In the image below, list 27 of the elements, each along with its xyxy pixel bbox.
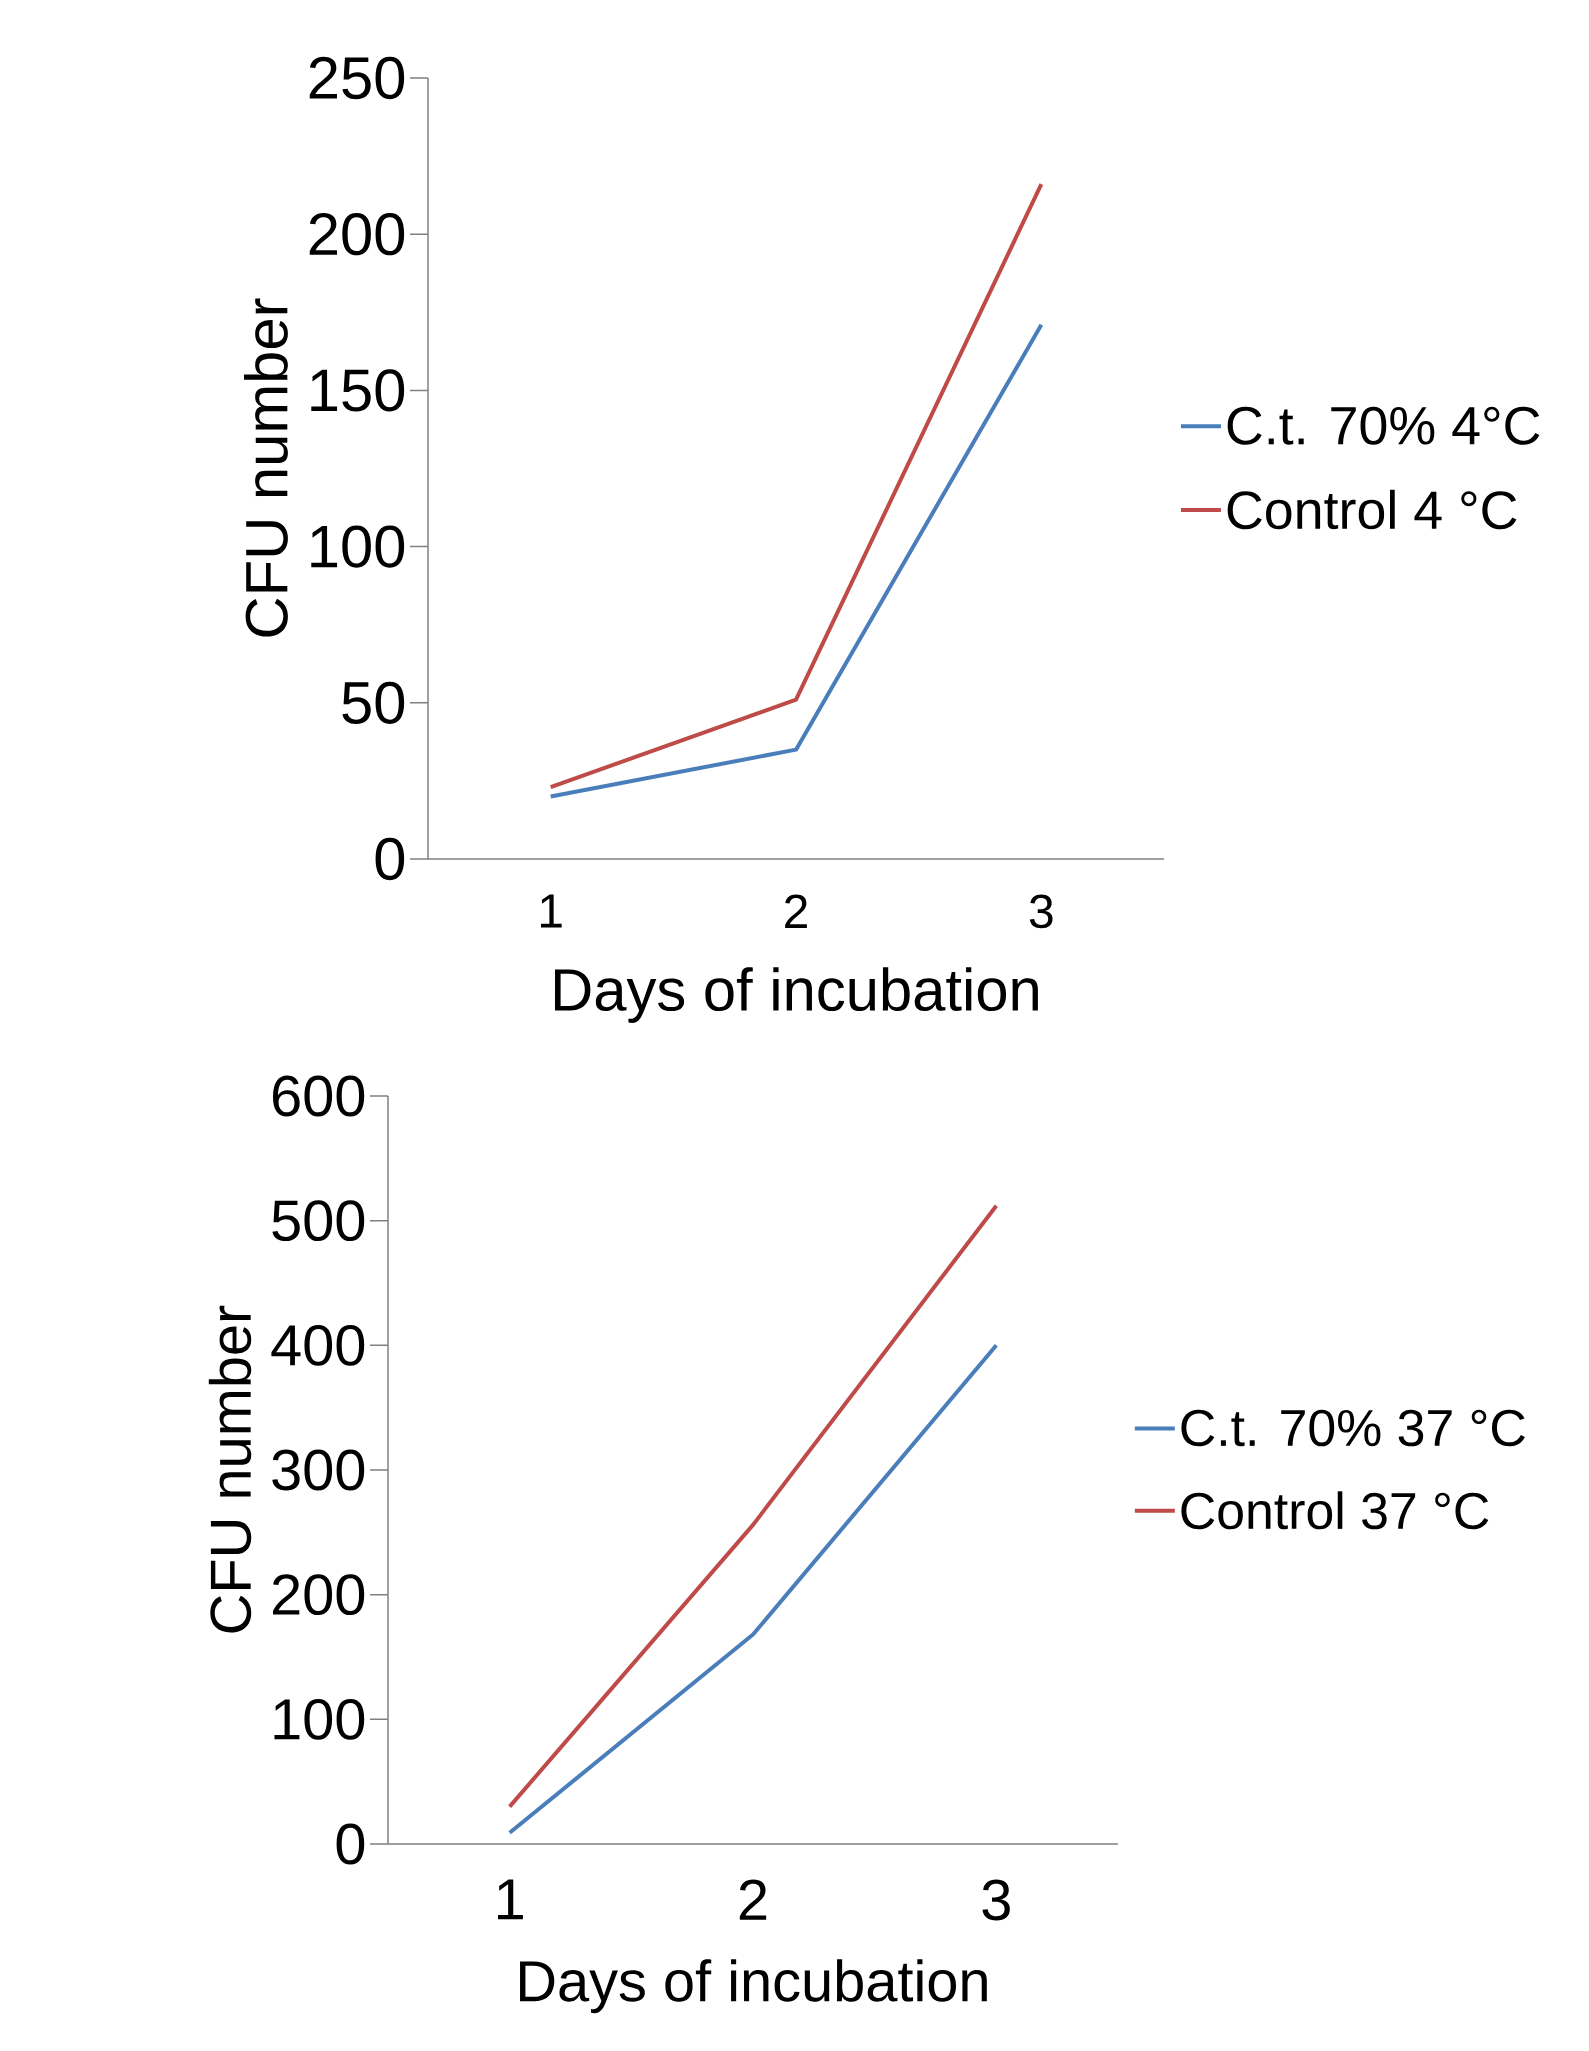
y-tick-label: 400: [271, 1324, 365, 1366]
y-tick-label: 50: [342, 681, 405, 724]
y-tick-label: 0: [336, 1823, 365, 1865]
x-tick-label: 3: [982, 1879, 1010, 1921]
legend-label: C.t. 70% 4°C: [1227, 406, 1540, 445]
y-axis-title: CFU number: [244, 298, 288, 637]
legend-label: Control 37 °C: [1181, 1491, 1489, 1530]
x-tick-label: 3: [1029, 894, 1053, 929]
y-tick-label: 100: [274, 1698, 365, 1740]
y-tick-label: 150: [311, 369, 405, 412]
y-axis-title: CFU number: [208, 1305, 252, 1633]
y-tick-label: 200: [272, 1574, 365, 1616]
x-tick-label: 2: [785, 894, 807, 928]
y-tick-label: 250: [309, 56, 405, 100]
x-tick-label: 1: [541, 894, 562, 928]
y-tick-label: 600: [273, 1075, 365, 1117]
y-tick-label: 100: [311, 525, 405, 568]
x-tick-label: 2: [739, 1879, 767, 1920]
y-tick-label: 200: [309, 213, 405, 256]
y-tick-label: 0: [375, 837, 405, 881]
y-tick-label: 300: [272, 1449, 365, 1491]
legend-label: C.t. 70% 37 °C: [1181, 1409, 1525, 1447]
legend-label: Control 4 °C: [1227, 489, 1517, 530]
y-tick-label: 500: [272, 1200, 365, 1242]
x-axis-title: Days of incubation: [555, 967, 1038, 1023]
x-axis-title: Days of incubation: [520, 1959, 987, 2014]
x-tick-label: 1: [498, 1879, 523, 1920]
